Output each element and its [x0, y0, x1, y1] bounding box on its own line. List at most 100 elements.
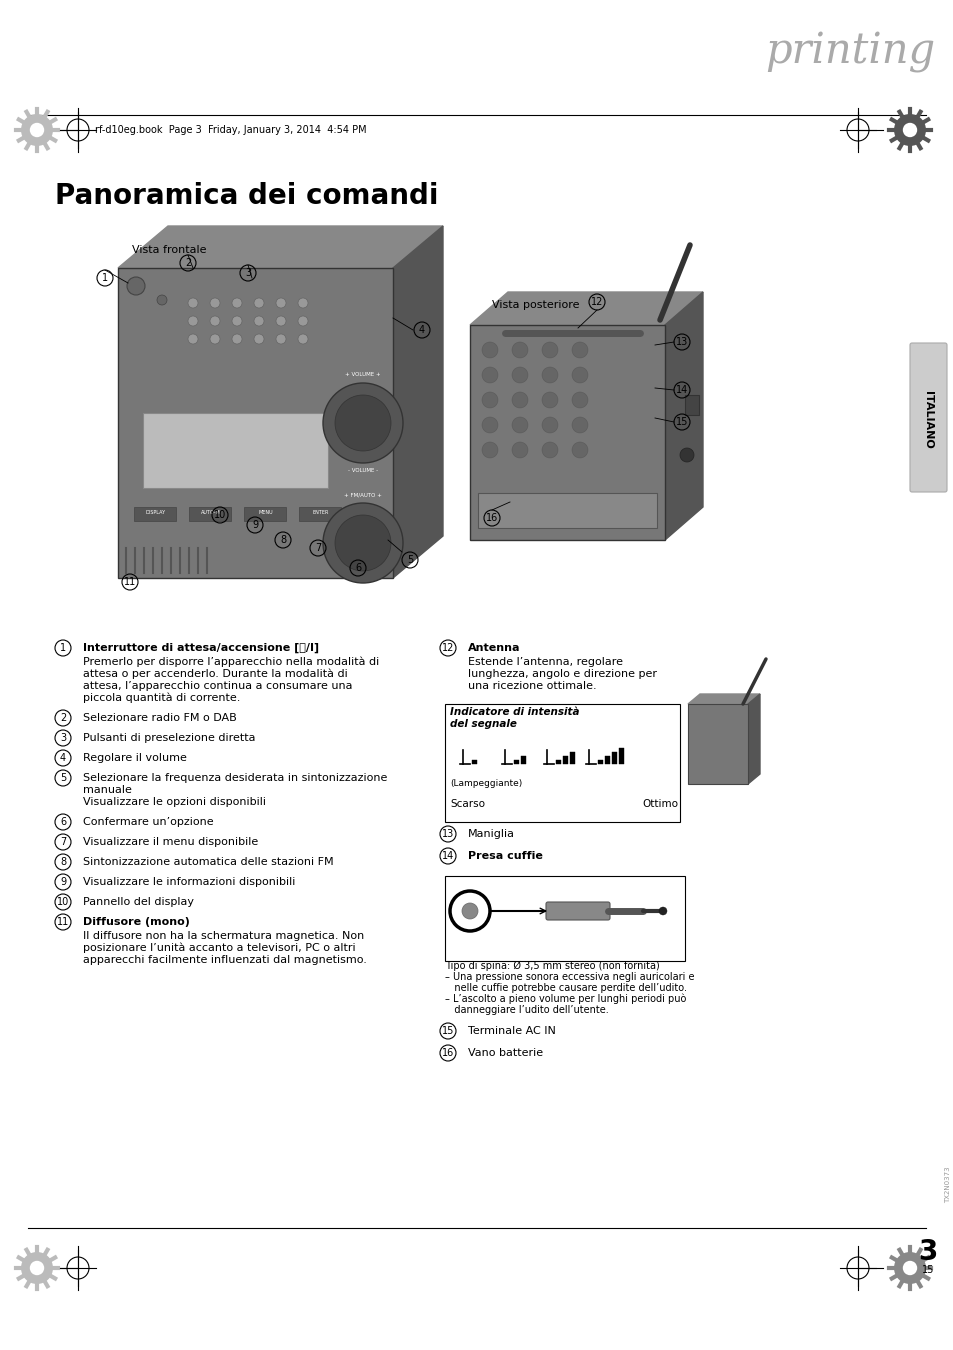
Circle shape: [323, 383, 402, 463]
Circle shape: [275, 333, 286, 344]
Text: 15: 15: [441, 1026, 454, 1035]
Text: Regolare il volume: Regolare il volume: [83, 753, 187, 763]
Polygon shape: [118, 225, 442, 269]
Circle shape: [679, 448, 693, 462]
Text: 14: 14: [675, 385, 687, 396]
Text: 3: 3: [918, 1238, 937, 1266]
Text: Ottimo: Ottimo: [641, 799, 678, 809]
Text: Confermare un’opzione: Confermare un’opzione: [83, 817, 213, 828]
Circle shape: [297, 316, 308, 325]
Bar: [118, 269, 393, 578]
Text: AUTO-M: AUTO-M: [201, 510, 221, 516]
Bar: [444, 876, 684, 961]
Text: Il diffusore non ha la schermatura magnetica. Non: Il diffusore non ha la schermatura magne…: [83, 931, 364, 941]
Circle shape: [188, 298, 198, 308]
Text: 12: 12: [590, 297, 602, 306]
Circle shape: [572, 417, 587, 433]
Text: piccola quantità di corrente.: piccola quantità di corrente.: [83, 693, 240, 703]
Text: ENTER: ENTER: [313, 510, 329, 516]
Text: 12: 12: [441, 643, 454, 653]
Bar: [562, 756, 567, 764]
Circle shape: [902, 123, 916, 138]
Text: – L’ascolto a pieno volume per lunghi periodi può: – L’ascolto a pieno volume per lunghi pe…: [444, 994, 685, 1004]
Circle shape: [572, 392, 587, 408]
Text: Terminale AC IN: Terminale AC IN: [468, 1026, 556, 1035]
Polygon shape: [393, 225, 442, 578]
Circle shape: [512, 417, 527, 433]
FancyBboxPatch shape: [545, 902, 609, 919]
Circle shape: [30, 123, 44, 138]
Bar: [189, 508, 231, 521]
Text: 16: 16: [485, 513, 497, 522]
Circle shape: [232, 298, 242, 308]
Text: Presa cuffie: Presa cuffie: [468, 850, 542, 861]
Text: – Una pressione sonora eccessiva negli auricolari e: – Una pressione sonora eccessiva negli a…: [444, 972, 694, 981]
Text: Sintonizzazione automatica delle stazioni FM: Sintonizzazione automatica delle stazion…: [83, 857, 334, 867]
Text: Interruttore di attesa/accensione [一/I]: Interruttore di attesa/accensione [一/I]: [83, 643, 319, 653]
Bar: [244, 508, 286, 521]
Text: Visualizzare le opzioni disponibili: Visualizzare le opzioni disponibili: [83, 796, 266, 807]
Text: DISPLAY: DISPLAY: [146, 510, 166, 516]
Circle shape: [127, 277, 145, 296]
Circle shape: [297, 298, 308, 308]
Text: danneggiare l’udito dell’utente.: danneggiare l’udito dell’utente.: [444, 1004, 608, 1015]
Circle shape: [275, 298, 286, 308]
Circle shape: [275, 316, 286, 325]
Bar: [612, 752, 617, 764]
Circle shape: [210, 333, 220, 344]
Circle shape: [512, 367, 527, 383]
Text: Indicatore di intensità: Indicatore di intensità: [450, 707, 578, 717]
Circle shape: [572, 367, 587, 383]
FancyBboxPatch shape: [909, 343, 946, 491]
Text: 6: 6: [60, 817, 66, 828]
Bar: [687, 703, 747, 784]
Circle shape: [30, 1261, 44, 1276]
Text: 11: 11: [57, 917, 69, 927]
Text: Tipo di spina: Ø 3,5 mm stereo (non fornita): Tipo di spina: Ø 3,5 mm stereo (non forn…: [444, 961, 659, 971]
Text: Premerlo per disporre l’apparecchio nella modalità di: Premerlo per disporre l’apparecchio nell…: [83, 656, 379, 667]
Circle shape: [210, 316, 220, 325]
Text: printing: printing: [764, 31, 934, 73]
Text: Estende l’antenna, regolare: Estende l’antenna, regolare: [468, 657, 622, 667]
Text: 16: 16: [441, 1048, 454, 1058]
Bar: [444, 703, 679, 822]
Bar: [604, 756, 609, 764]
Polygon shape: [687, 694, 760, 703]
Text: Scarso: Scarso: [450, 799, 484, 809]
Bar: [556, 760, 560, 764]
Circle shape: [541, 441, 558, 458]
Text: lunghezza, angolo e direzione per: lunghezza, angolo e direzione per: [468, 670, 657, 679]
Text: 10: 10: [57, 896, 69, 907]
Circle shape: [21, 113, 53, 146]
Text: 7: 7: [60, 837, 66, 846]
Text: 11: 11: [124, 576, 136, 587]
Text: 2: 2: [185, 258, 191, 269]
Text: 8: 8: [60, 857, 66, 867]
Circle shape: [512, 392, 527, 408]
Text: 4: 4: [418, 325, 425, 335]
Text: 7: 7: [314, 543, 321, 554]
Circle shape: [461, 903, 477, 919]
Circle shape: [481, 441, 497, 458]
Circle shape: [572, 342, 587, 358]
Text: Vista posteriore: Vista posteriore: [492, 300, 578, 310]
Text: - FM/AUTO -: - FM/AUTO -: [347, 589, 378, 594]
Polygon shape: [664, 292, 702, 540]
Text: 9: 9: [252, 520, 258, 531]
Text: Diffusore (mono): Diffusore (mono): [83, 917, 190, 927]
Text: 1: 1: [60, 643, 66, 653]
Text: + VOLUME +: + VOLUME +: [345, 373, 380, 378]
Text: 4: 4: [60, 753, 66, 763]
Text: 1: 1: [102, 273, 108, 284]
Bar: [477, 493, 657, 528]
Text: Selezionare la frequenza desiderata in sintonizzazione: Selezionare la frequenza desiderata in s…: [83, 774, 387, 783]
Bar: [472, 760, 476, 764]
Text: posizionare l’unità accanto a televisori, PC o altri: posizionare l’unità accanto a televisori…: [83, 942, 355, 953]
Circle shape: [893, 1251, 925, 1284]
Text: 8: 8: [279, 535, 286, 545]
Text: Antenna: Antenna: [468, 643, 520, 653]
Text: 13: 13: [441, 829, 454, 838]
Circle shape: [188, 333, 198, 344]
Text: 9: 9: [60, 878, 66, 887]
Text: Visualizzare le informazioni disponibili: Visualizzare le informazioni disponibili: [83, 878, 295, 887]
